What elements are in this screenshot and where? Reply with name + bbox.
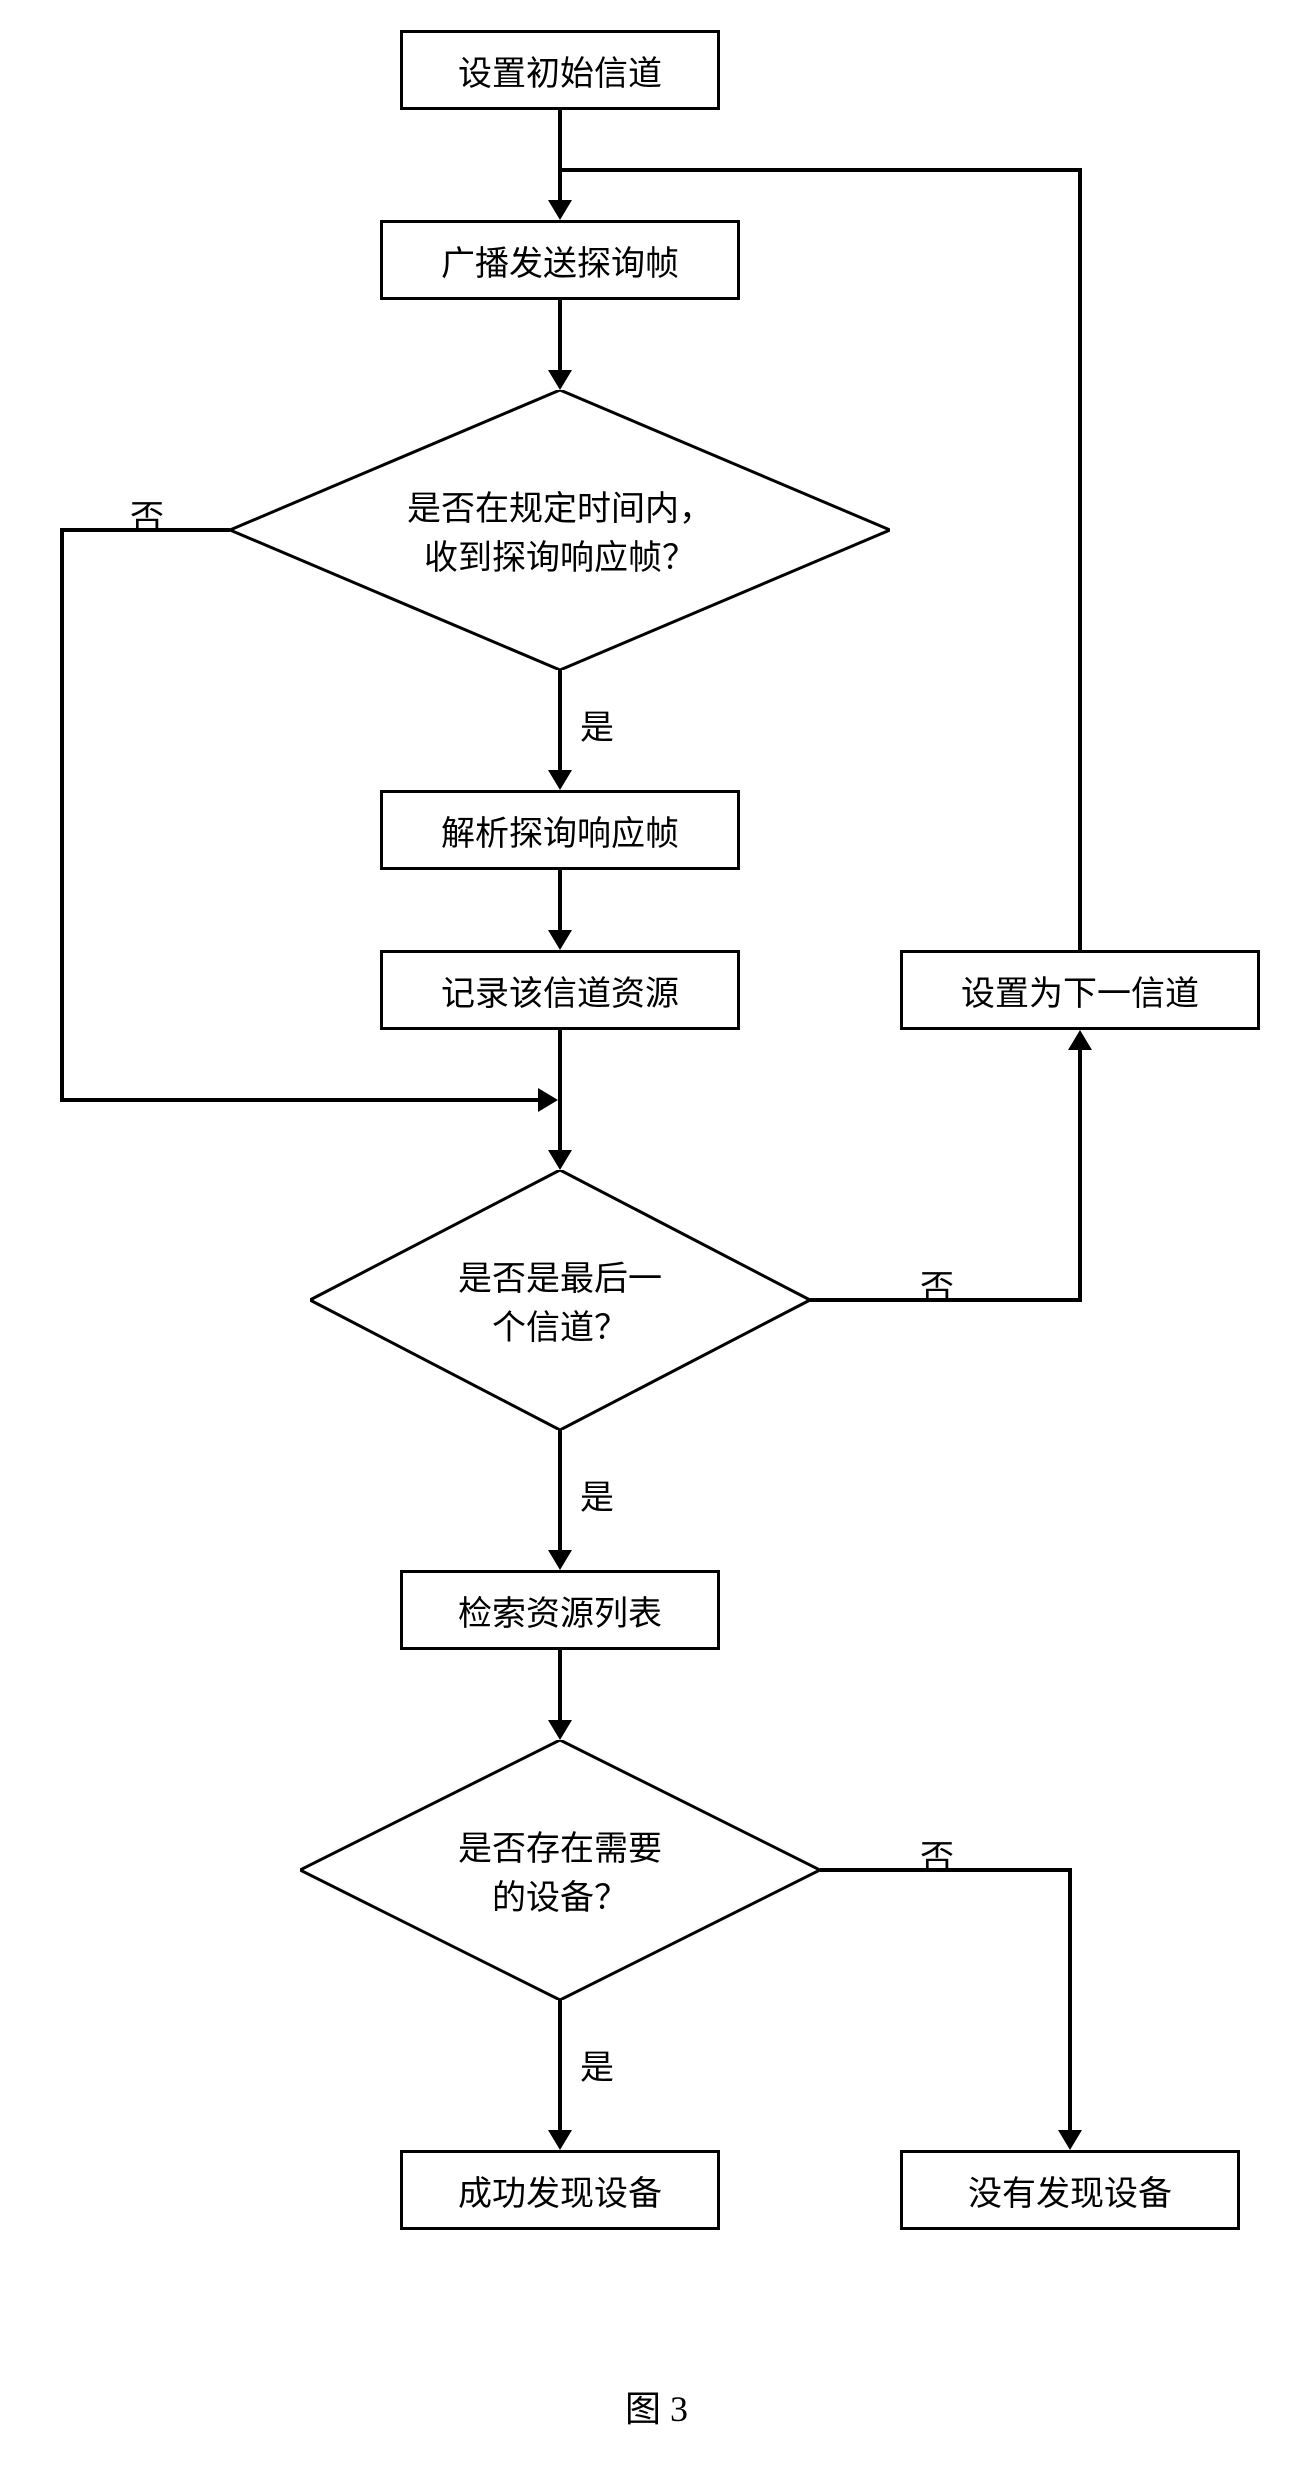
node-label: 检索资源列表 bbox=[458, 1586, 662, 1635]
node-label: 记录该信道资源 bbox=[441, 966, 679, 1015]
edge bbox=[558, 1650, 562, 1725]
node-decision-device-exists: 是否存在需要 的设备？ bbox=[300, 1740, 820, 2000]
edge bbox=[1078, 170, 1082, 950]
edge bbox=[558, 110, 562, 205]
arrowhead bbox=[548, 1720, 572, 1740]
node-label: 成功发现设备 bbox=[458, 2166, 662, 2215]
edge bbox=[60, 528, 64, 1100]
edge bbox=[1078, 1050, 1082, 1302]
node-label: 广播发送探询帧 bbox=[441, 236, 679, 285]
edge bbox=[558, 1430, 562, 1555]
figure-caption: 图 3 bbox=[0, 2380, 1313, 2432]
edge bbox=[558, 670, 562, 775]
edge bbox=[558, 1030, 562, 1155]
edge bbox=[558, 300, 562, 375]
node-label: 设置初始信道 bbox=[458, 46, 662, 95]
node-label: 解析探询响应帧 bbox=[441, 806, 679, 855]
edge bbox=[558, 2000, 562, 2135]
node-label: 是否是最后一 个信道？ bbox=[458, 1251, 662, 1349]
node-next-channel: 设置为下一信道 bbox=[900, 950, 1260, 1030]
node-search-list: 检索资源列表 bbox=[400, 1570, 720, 1650]
arrowhead bbox=[538, 1088, 558, 1112]
node-label: 是否在规定时间内， 收到探询响应帧？ bbox=[407, 481, 713, 579]
node-broadcast-probe: 广播发送探询帧 bbox=[380, 220, 740, 300]
edge-label-yes: 是 bbox=[580, 1470, 614, 1519]
arrowhead bbox=[548, 370, 572, 390]
edge-label-yes: 是 bbox=[580, 2040, 614, 2089]
arrowhead bbox=[548, 1550, 572, 1570]
node-decision-last-channel: 是否是最后一 个信道？ bbox=[310, 1170, 810, 1430]
edge bbox=[562, 168, 1082, 172]
edge bbox=[1068, 1868, 1072, 2135]
node-device-found: 成功发现设备 bbox=[400, 2150, 720, 2230]
edge bbox=[820, 1868, 1070, 1872]
arrowhead bbox=[548, 1150, 572, 1170]
arrowhead bbox=[548, 770, 572, 790]
edge bbox=[60, 1098, 540, 1102]
node-set-initial-channel: 设置初始信道 bbox=[400, 30, 720, 110]
node-label: 没有发现设备 bbox=[968, 2166, 1172, 2215]
arrowhead bbox=[1058, 2130, 1082, 2150]
node-decision-response: 是否在规定时间内， 收到探询响应帧？ bbox=[230, 390, 890, 670]
flowchart-canvas: 设置初始信道 广播发送探询帧 是否在规定时间内， 收到探询响应帧？ 否 是 解析… bbox=[0, 0, 1313, 2480]
edge bbox=[60, 528, 230, 532]
node-device-not-found: 没有发现设备 bbox=[900, 2150, 1240, 2230]
node-label: 设置为下一信道 bbox=[961, 966, 1199, 1015]
arrowhead bbox=[1068, 1030, 1092, 1050]
edge bbox=[810, 1298, 1080, 1302]
arrowhead bbox=[548, 930, 572, 950]
edge bbox=[558, 870, 562, 935]
edge-label-yes: 是 bbox=[580, 700, 614, 749]
node-record-channel: 记录该信道资源 bbox=[380, 950, 740, 1030]
arrowhead bbox=[548, 200, 572, 220]
arrowhead bbox=[548, 2130, 572, 2150]
node-parse-response: 解析探询响应帧 bbox=[380, 790, 740, 870]
node-label: 是否存在需要 的设备？ bbox=[458, 1821, 662, 1919]
